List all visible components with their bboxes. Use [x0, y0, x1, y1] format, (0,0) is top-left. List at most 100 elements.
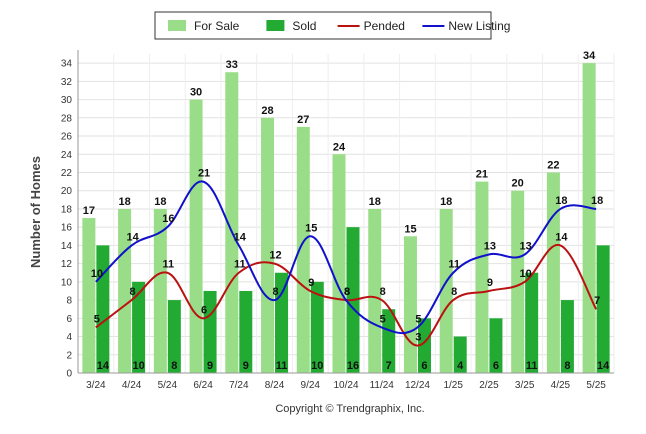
label-pended: 11: [234, 259, 246, 271]
label-pended: 8: [380, 286, 386, 298]
line-new-listing: [95, 180, 597, 335]
label-for-sale: 15: [404, 223, 416, 235]
label-sold: 10: [311, 360, 323, 372]
bar-for-sale: [475, 181, 489, 373]
label-pended: 5: [94, 313, 100, 325]
label-pended: 9: [487, 277, 493, 289]
label-for-sale: 28: [261, 105, 273, 117]
bar-sold: [132, 281, 146, 373]
y-axis-label: Number of Homes: [28, 156, 43, 268]
label-new-listing: 18: [591, 195, 603, 207]
x-tick-label: 12/24: [405, 380, 430, 391]
bars: [82, 63, 610, 374]
label-new-listing: 14: [234, 231, 247, 243]
x-tick-label: 6/24: [193, 380, 213, 391]
label-for-sale: 33: [226, 59, 238, 71]
label-for-sale: 18: [369, 196, 381, 208]
legend: For Sale Sold Pended New Listing: [168, 19, 510, 33]
label-new-listing: 15: [305, 222, 317, 234]
label-sold: 6: [421, 360, 427, 372]
label-sold: 16: [347, 360, 359, 372]
x-tick-label: 9/24: [301, 380, 321, 391]
label-pended: 12: [269, 250, 281, 262]
y-tick-label: 26: [61, 132, 73, 143]
bar-sold: [167, 300, 181, 373]
label-pended: 3: [415, 332, 421, 344]
label-for-sale: 18: [118, 196, 130, 208]
bar-for-sale: [511, 190, 525, 373]
label-new-listing: 21: [198, 168, 210, 180]
bar-sold: [525, 272, 539, 373]
legend-label-new-listing: New Listing: [448, 19, 510, 33]
x-tick-label: 11/24: [370, 380, 395, 391]
y-tick-label: 28: [61, 113, 73, 124]
bar-sold: [382, 309, 396, 373]
bar-sold: [489, 318, 503, 373]
y-tick-label: 18: [61, 204, 73, 215]
bar-for-sale: [403, 236, 417, 373]
label-for-sale: 18: [440, 196, 452, 208]
label-sold: 10: [132, 360, 144, 372]
label-new-listing: 8: [344, 286, 350, 298]
label-sold: 4: [457, 360, 464, 372]
series-lines: [95, 180, 598, 347]
bar-sold: [453, 336, 467, 373]
label-new-listing: 5: [415, 313, 421, 325]
label-for-sale: 27: [297, 114, 309, 126]
label-for-sale: 21: [476, 169, 488, 181]
bar-sold: [239, 290, 253, 373]
label-sold: 11: [526, 360, 538, 372]
bar-for-sale: [189, 99, 203, 374]
label-for-sale: 17: [83, 205, 95, 217]
y-tick-label: 2: [66, 350, 72, 361]
label-pended: 8: [344, 286, 350, 298]
y-tick-label: 4: [66, 332, 72, 343]
y-tick-label: 16: [61, 223, 73, 234]
label-pended: 6: [201, 304, 207, 316]
y-tick-label: 32: [61, 77, 73, 88]
x-tick-label: 4/24: [122, 380, 142, 391]
legend-label-sold: Sold: [292, 19, 316, 33]
label-sold: 9: [243, 360, 249, 372]
x-tick-label: 1/25: [443, 380, 463, 391]
x-tick-label: 3/25: [515, 380, 535, 391]
bar-sold: [310, 281, 324, 373]
bar-for-sale: [368, 208, 382, 373]
label-pended: 14: [555, 231, 568, 243]
label-sold: 14: [597, 360, 610, 372]
label-pended: 7: [594, 295, 600, 307]
y-tick-label: 22: [61, 168, 73, 179]
label-new-listing: 10: [91, 268, 103, 280]
label-sold: 14: [97, 360, 110, 372]
label-new-listing: 13: [520, 241, 532, 253]
label-for-sale: 18: [154, 196, 166, 208]
x-tick-label: 4/25: [551, 380, 571, 391]
label-pended: 8: [130, 286, 136, 298]
x-tick-label: 5/25: [586, 380, 606, 391]
label-new-listing: 16: [162, 213, 174, 225]
label-sold: 6: [493, 360, 499, 372]
label-new-listing: 14: [126, 231, 139, 243]
label-pended: 9: [308, 277, 314, 289]
y-tick-label: 10: [61, 277, 73, 288]
bar-for-sale: [225, 72, 239, 373]
bar-sold: [560, 300, 574, 373]
legend-swatch-sold: [266, 20, 285, 31]
label-sold: 11: [276, 360, 288, 372]
label-pended: 10: [520, 268, 532, 280]
label-sold: 8: [171, 360, 177, 372]
x-tick-label: 10/24: [333, 380, 358, 391]
label-for-sale: 24: [333, 141, 346, 153]
bar-for-sale: [546, 172, 560, 373]
label-new-listing: 5: [380, 313, 386, 325]
y-tick-label: 24: [61, 150, 73, 161]
bar-sold: [96, 245, 110, 373]
label-new-listing: 13: [484, 241, 496, 253]
bar-sold: [596, 245, 610, 373]
label-pended: 8: [451, 286, 457, 298]
label-new-listing: 11: [448, 259, 460, 271]
label-for-sale: 20: [512, 178, 524, 190]
